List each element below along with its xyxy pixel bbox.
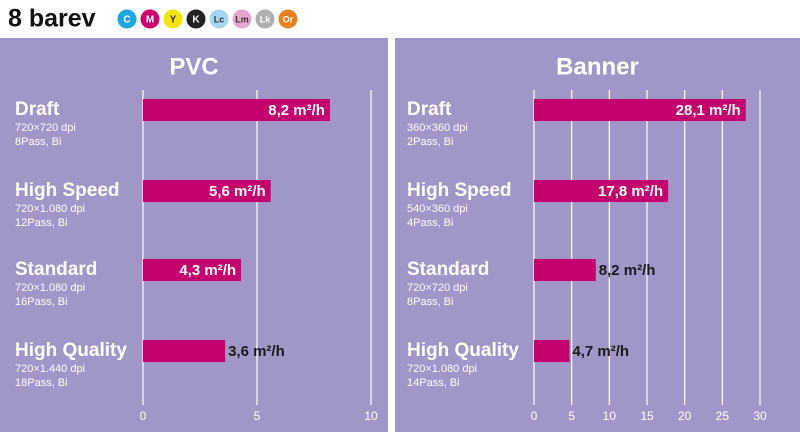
ink-dot — [117, 9, 137, 29]
passes-label: 4Pass, Bi — [407, 217, 453, 229]
x-tick-label: 0 — [531, 409, 538, 423]
chart-title: PVC — [169, 53, 218, 80]
passes-label: 2Pass, Bi — [407, 136, 453, 148]
passes-label: 8Pass, Bi — [407, 296, 453, 308]
x-tick-label: 30 — [753, 409, 767, 423]
x-tick-label: 5 — [568, 409, 575, 423]
ink-label: Or — [283, 14, 294, 24]
resolution-label: 360×360 dpi — [407, 122, 468, 134]
passes-label: 18Pass, Bi — [15, 377, 68, 389]
resolution-label: 540×360 dpi — [407, 203, 468, 215]
ink-label: C — [123, 15, 130, 26]
chart-title: Banner — [556, 53, 639, 80]
ink-dot — [209, 9, 229, 29]
x-tick-label: 10 — [603, 409, 617, 423]
passes-label: 16Pass, Bi — [15, 296, 68, 308]
category-label: High Quality — [407, 340, 519, 361]
ink-dot — [232, 9, 252, 29]
bar — [143, 259, 242, 281]
bar — [143, 180, 271, 202]
ink-label: Lc — [214, 14, 225, 24]
value-label: 17,8 m²/h — [598, 183, 663, 200]
category-label: Standard — [407, 259, 489, 280]
ink-label: M — [146, 15, 154, 26]
bar — [143, 99, 330, 121]
x-tick-label: 10 — [364, 409, 378, 423]
category-label: High Speed — [407, 180, 512, 201]
ink-label: K — [192, 15, 200, 26]
x-tick-label: 5 — [254, 409, 261, 423]
category-label: Draft — [15, 99, 60, 120]
ink-label: Lm — [235, 14, 249, 24]
ink-dot — [140, 9, 160, 29]
bar — [534, 180, 669, 202]
category-label: High Speed — [15, 180, 120, 201]
ink-label: Y — [170, 15, 177, 26]
x-tick-label: 25 — [716, 409, 730, 423]
value-label: 8,2 m²/h — [268, 102, 325, 119]
x-tick-label: 15 — [640, 409, 654, 423]
ink-dot — [255, 9, 275, 29]
bar — [534, 259, 596, 281]
resolution-label: 720×720 dpi — [15, 122, 76, 134]
passes-label: 12Pass, Bi — [15, 217, 68, 229]
bar — [534, 340, 570, 362]
resolution-label: 720×1.080 dpi — [15, 282, 85, 294]
category-label: Draft — [407, 99, 452, 120]
value-label: 5,6 m²/h — [209, 183, 266, 200]
value-label: 28,1 m²/h — [676, 102, 741, 119]
value-label: 4,7 m²/h — [572, 343, 629, 360]
ink-dot — [186, 9, 206, 29]
value-label: 4,3 m²/h — [179, 262, 236, 279]
ink-dot — [278, 9, 298, 29]
resolution-label: 720×1.080 dpi — [407, 363, 477, 375]
x-tick-label: 20 — [678, 409, 692, 423]
page-title: 8 barev — [8, 5, 96, 33]
resolution-label: 720×1.440 dpi — [15, 363, 85, 375]
value-label: 8,2 m²/h — [599, 262, 656, 279]
ink-dot — [163, 9, 183, 29]
x-tick-label: 0 — [140, 409, 147, 423]
passes-label: 14Pass, Bi — [407, 377, 460, 389]
category-label: High Quality — [15, 340, 127, 361]
ink-label: Lk — [260, 14, 271, 24]
resolution-label: 720×720 dpi — [407, 282, 468, 294]
bar — [534, 99, 746, 121]
value-label: 3,6 m²/h — [228, 343, 285, 360]
resolution-label: 720×1.080 dpi — [15, 203, 85, 215]
passes-label: 8Pass, Bi — [15, 136, 61, 148]
bar — [143, 340, 226, 362]
category-label: Standard — [15, 259, 97, 280]
